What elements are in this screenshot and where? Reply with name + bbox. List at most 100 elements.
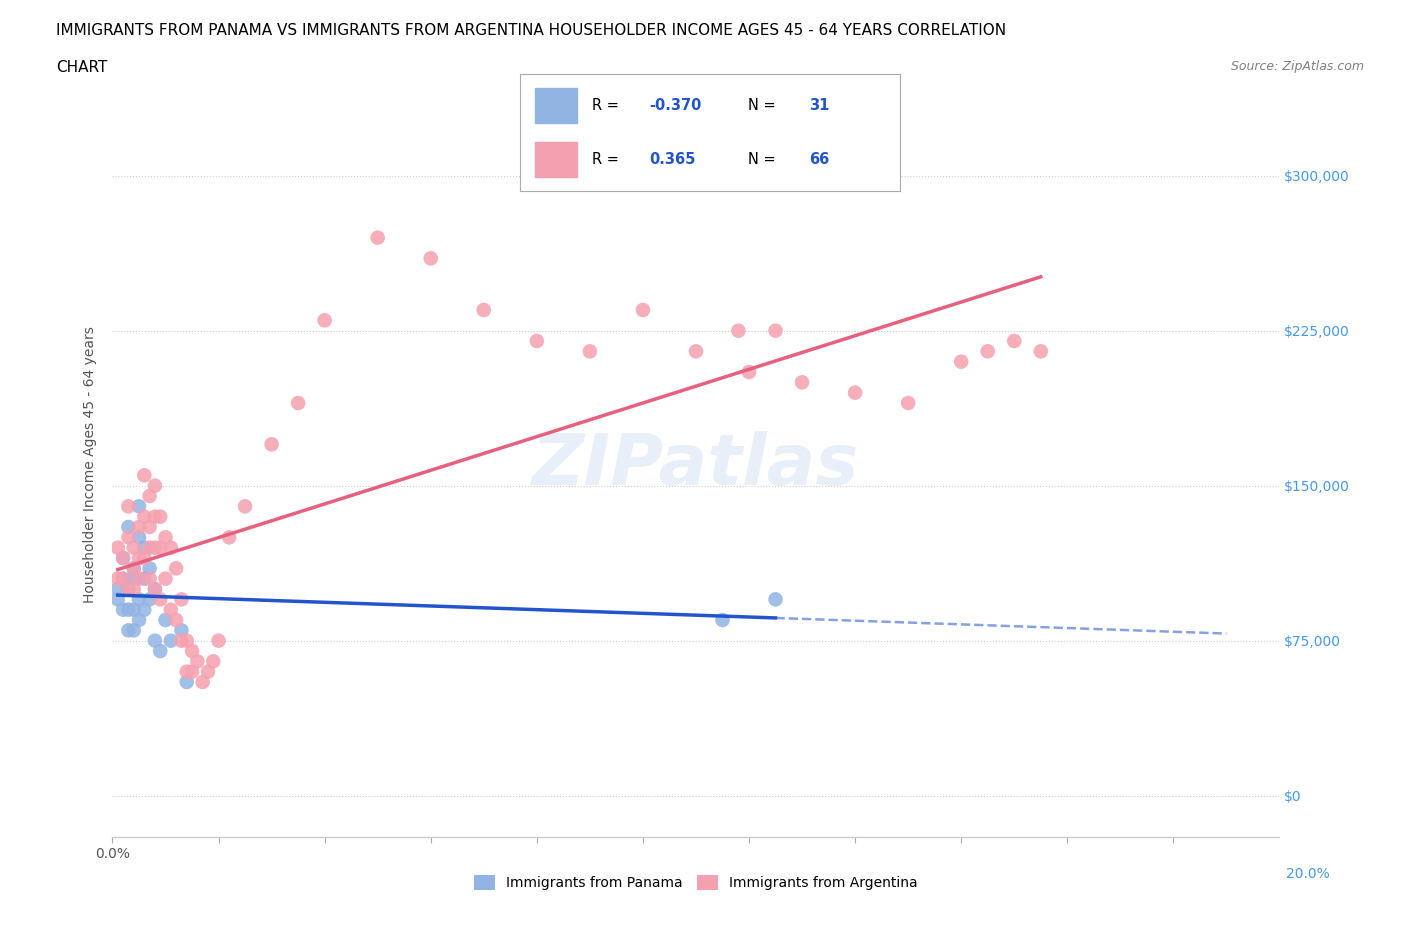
Point [112,551,135,565]
Point [165,561,187,576]
Point [122,561,145,576]
Point [117,581,139,596]
Point [128,613,150,628]
Point [155,530,177,545]
Text: IMMIGRANTS FROM PANAMA VS IMMIGRANTS FROM ARGENTINA HOUSEHOLDER INCOME AGES 45 -: IMMIGRANTS FROM PANAMA VS IMMIGRANTS FRO… [56,23,1007,38]
Point [143,581,166,596]
Point [738,365,761,379]
Point [134,468,156,483]
Text: 20.0%: 20.0% [1286,867,1330,881]
Point [122,581,145,596]
Point [134,603,156,618]
Point [727,324,749,339]
Point [143,510,166,525]
Point [117,581,139,596]
Legend: Immigrants from Panama, Immigrants from Argentina: Immigrants from Panama, Immigrants from … [468,869,924,897]
Point [155,571,177,586]
Y-axis label: Householder Income Ages 45 - 64 years: Householder Income Ages 45 - 64 years [83,326,97,604]
Point [685,344,707,359]
Point [711,613,734,628]
Point [117,603,139,618]
Point [170,591,193,606]
Point [122,623,145,638]
Point [107,571,129,586]
Bar [536,88,578,124]
Point [149,644,172,658]
Point [765,591,787,606]
Text: N =: N = [748,152,780,166]
Point [170,633,193,648]
Point [367,231,389,246]
Point [128,520,150,535]
Point [143,581,166,596]
Point [134,551,156,565]
Point [128,530,150,545]
Point [160,633,183,648]
Point [1029,344,1052,359]
Text: R =: R = [592,99,624,113]
Point [176,633,198,648]
Point [128,571,150,586]
Point [160,540,183,555]
Point [181,644,204,658]
Point [117,520,139,535]
Point [117,530,139,545]
Point [122,540,145,555]
Point [765,324,787,339]
Point [976,344,998,359]
Point [117,498,139,513]
Point [314,312,336,327]
Point [143,540,166,555]
Text: 31: 31 [808,99,830,113]
Point [579,344,602,359]
Point [143,633,166,648]
Point [122,603,145,618]
Point [128,551,150,565]
Point [844,385,866,400]
Point [170,623,193,638]
Point [218,530,240,545]
Point [112,571,135,586]
Point [181,664,204,679]
Text: 0.365: 0.365 [650,152,696,166]
Point [134,540,156,555]
Point [233,498,256,513]
Text: N =: N = [748,99,780,113]
Point [134,510,156,525]
Point [112,571,135,586]
Point [112,603,135,618]
Point [176,664,198,679]
Point [186,654,208,669]
Point [138,540,160,555]
Point [897,395,920,410]
Point [472,302,495,317]
Point [207,633,229,648]
Point [117,623,139,638]
Point [287,395,309,410]
Point [112,551,135,565]
Point [138,571,160,586]
Bar [536,141,578,177]
Point [134,571,156,586]
Point [165,613,187,628]
Point [155,613,177,628]
Point [149,591,172,606]
Text: 66: 66 [808,152,830,166]
Text: -0.370: -0.370 [650,99,702,113]
Text: CHART: CHART [56,60,108,75]
Point [260,437,283,452]
Point [122,561,145,576]
Point [138,561,160,576]
Point [950,354,973,369]
Text: ZIPatlas: ZIPatlas [533,431,859,499]
Point [128,498,150,513]
Point [149,510,172,525]
Point [143,478,166,493]
Point [138,591,160,606]
Point [107,581,129,596]
Point [138,488,160,503]
Point [122,571,145,586]
Point [107,540,129,555]
Point [197,664,219,679]
Point [107,591,129,606]
